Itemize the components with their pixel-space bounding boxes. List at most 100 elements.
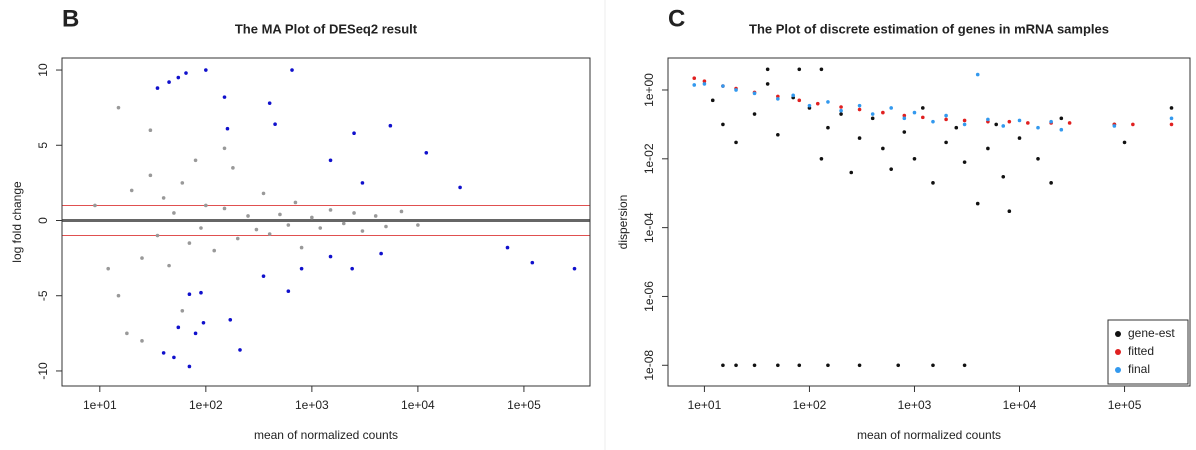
legend-box (1107, 319, 1189, 385)
point (826, 125, 830, 130)
point (931, 363, 935, 368)
panel-label: B (62, 5, 79, 32)
point (692, 76, 697, 80)
point (201, 321, 206, 325)
point (1049, 181, 1053, 185)
y-tick-label: 1e-02 (642, 143, 656, 174)
point (360, 181, 365, 185)
point (352, 211, 356, 215)
point (931, 119, 935, 124)
point (1001, 175, 1006, 179)
point (975, 201, 980, 206)
point (1169, 106, 1174, 110)
y-tick-label: 1e-08 (642, 350, 656, 381)
point (1036, 157, 1040, 161)
x-tick-label: 1e+05 (1108, 398, 1142, 412)
point (267, 232, 272, 236)
point (379, 251, 383, 256)
point (231, 166, 235, 170)
point (1026, 121, 1030, 125)
point (752, 363, 757, 368)
point (116, 105, 121, 110)
point (273, 122, 277, 127)
point (710, 98, 715, 103)
x-tick-label: 1e+05 (507, 398, 541, 412)
point (261, 191, 266, 196)
point (765, 82, 770, 86)
point (734, 88, 738, 92)
x-tick-label: 1e+04 (401, 398, 435, 412)
point (797, 363, 802, 368)
point (125, 331, 129, 336)
point (193, 158, 198, 163)
point (155, 233, 160, 238)
point (293, 200, 298, 205)
point (184, 71, 188, 75)
point (161, 196, 166, 200)
point (299, 266, 304, 271)
x-tick-label: 1e+01 (83, 398, 117, 412)
point (172, 355, 176, 360)
chart-title: The Plot of discrete estimation of genes… (749, 21, 1109, 36)
point (1122, 140, 1127, 145)
point (1059, 127, 1064, 132)
point (187, 292, 192, 297)
legend-swatch (1115, 331, 1121, 337)
point (776, 132, 780, 137)
point (505, 245, 510, 250)
point (225, 126, 230, 131)
point (140, 256, 144, 260)
point (286, 289, 291, 294)
point (920, 115, 925, 120)
point (129, 188, 134, 193)
point (912, 110, 917, 115)
point (702, 79, 707, 83)
point (176, 75, 181, 80)
point (341, 221, 346, 226)
point (204, 203, 208, 208)
point (187, 364, 192, 369)
point (458, 185, 462, 190)
point (994, 122, 999, 127)
y-tick-label: 0 (36, 217, 50, 224)
point (148, 128, 153, 133)
point (1007, 119, 1012, 124)
point (857, 136, 862, 140)
point (328, 208, 333, 212)
point (896, 363, 901, 368)
point (986, 146, 990, 151)
point (797, 98, 802, 103)
point (1007, 209, 1012, 214)
point (148, 173, 153, 178)
point (228, 317, 233, 322)
point (920, 106, 925, 110)
point (384, 224, 388, 229)
point (1059, 116, 1064, 121)
point (318, 226, 323, 230)
y-tick-label: -10 (36, 362, 50, 380)
point (212, 248, 217, 253)
point (734, 363, 738, 368)
point (352, 131, 356, 136)
point (106, 266, 110, 271)
point (187, 241, 192, 245)
point (572, 266, 577, 271)
point (902, 130, 907, 134)
point (889, 106, 893, 110)
point (702, 82, 707, 86)
point (912, 157, 917, 161)
point (328, 158, 333, 163)
point (254, 227, 259, 232)
point (849, 170, 854, 175)
legend-swatch (1115, 349, 1121, 355)
point (791, 93, 795, 98)
point (286, 223, 291, 227)
point (350, 266, 354, 271)
y-tick-label: 1e-06 (642, 281, 656, 312)
point (1131, 122, 1135, 127)
x-tick-label: 1e+02 (189, 398, 223, 412)
x-tick-label: 1e+04 (1003, 398, 1037, 412)
point (161, 351, 166, 355)
point (172, 211, 176, 215)
point (373, 214, 378, 218)
